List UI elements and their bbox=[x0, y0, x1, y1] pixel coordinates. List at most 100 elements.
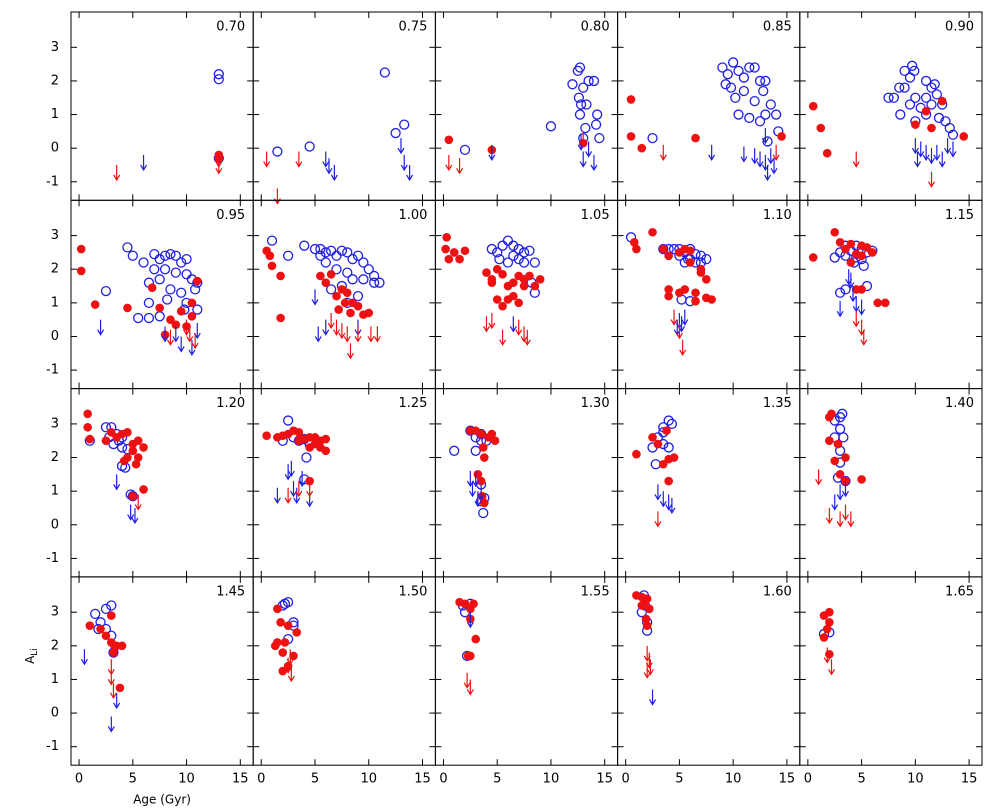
upper-limit-arrow bbox=[482, 316, 490, 333]
upper-limit-arrow bbox=[306, 481, 314, 498]
filled-point bbox=[171, 320, 181, 330]
upper-limit-arrow bbox=[585, 141, 593, 158]
filled-point bbox=[632, 449, 641, 459]
filled-point bbox=[487, 278, 497, 287]
panel-label: 1.35 bbox=[763, 396, 792, 411]
upper-limit-arrow bbox=[161, 326, 169, 343]
panel-label: 0.85 bbox=[763, 20, 792, 35]
upper-limit-arrow bbox=[354, 326, 362, 343]
filled-point bbox=[841, 453, 850, 462]
filled-point bbox=[626, 132, 636, 141]
open-point bbox=[190, 284, 201, 295]
filled-point bbox=[514, 298, 524, 308]
upper-limit-arrow bbox=[183, 319, 191, 336]
filled-point bbox=[846, 239, 856, 249]
upper-limit-arrow bbox=[659, 491, 667, 508]
filled-point bbox=[825, 617, 834, 627]
y-tick-label: -1 bbox=[46, 551, 59, 566]
upper-limit-arrow bbox=[836, 301, 844, 318]
open-point bbox=[272, 146, 283, 157]
open-point bbox=[352, 250, 364, 261]
upper-limit-arrow bbox=[770, 158, 778, 175]
upper-limit-arrow bbox=[322, 319, 330, 336]
x-tick-label: 5 bbox=[311, 772, 319, 787]
upper-limit-arrow bbox=[295, 151, 303, 168]
open-point bbox=[165, 248, 176, 260]
y-axis-label-sub: Li bbox=[30, 648, 40, 656]
filled-point bbox=[808, 101, 818, 111]
filled-point bbox=[441, 244, 450, 254]
upper-limit-arrow bbox=[858, 299, 866, 316]
open-point bbox=[754, 116, 766, 127]
open-point bbox=[545, 121, 557, 132]
filled-point bbox=[85, 434, 95, 444]
filled-point bbox=[626, 95, 636, 104]
open-point bbox=[181, 269, 192, 280]
upper-limit-arrow bbox=[456, 158, 464, 175]
upper-limit-arrow bbox=[488, 144, 496, 161]
filled-point bbox=[509, 278, 518, 287]
x-tick-label: 10 bbox=[543, 772, 560, 787]
open-point bbox=[663, 442, 674, 453]
filled-point bbox=[278, 666, 288, 676]
open-point bbox=[165, 284, 176, 295]
y-tick-label: 1 bbox=[51, 295, 59, 310]
upper-limit-arrow bbox=[681, 309, 689, 326]
y-tick-label: 0 bbox=[51, 517, 59, 532]
filled-point bbox=[691, 296, 700, 306]
upper-limit-arrow bbox=[373, 326, 381, 343]
open-point bbox=[459, 144, 471, 156]
open-point bbox=[738, 85, 750, 97]
open-point bbox=[170, 267, 181, 278]
filled-point bbox=[326, 269, 336, 279]
filled-point bbox=[276, 271, 285, 281]
panel-frame bbox=[70, 199, 254, 390]
y-tick-label: 1 bbox=[51, 107, 59, 122]
filled-point bbox=[833, 439, 843, 449]
filled-point bbox=[187, 312, 197, 321]
upper-limit-arrow bbox=[849, 286, 857, 303]
y-tick-label: 2 bbox=[51, 638, 59, 653]
panel-frame bbox=[799, 576, 983, 766]
upper-limit-arrow bbox=[579, 151, 587, 168]
open-point bbox=[650, 459, 661, 470]
filled-point bbox=[117, 641, 127, 651]
upper-limit-arrow bbox=[827, 659, 836, 676]
filled-point bbox=[664, 285, 673, 294]
filled-point bbox=[449, 248, 459, 257]
upper-limit-arrow bbox=[338, 323, 346, 340]
open-point bbox=[931, 89, 943, 100]
upper-limit-arrow bbox=[177, 336, 185, 353]
filled-point bbox=[294, 428, 304, 437]
y-axis-label-main: A bbox=[23, 655, 37, 664]
open-point bbox=[374, 277, 385, 288]
open-point bbox=[906, 60, 918, 71]
open-point bbox=[658, 243, 669, 255]
open-point bbox=[904, 99, 916, 110]
filled-point bbox=[658, 459, 668, 469]
open-point bbox=[492, 247, 503, 258]
open-point bbox=[926, 99, 937, 110]
y-tick-label: 3 bbox=[51, 605, 59, 620]
filled-point bbox=[648, 227, 657, 237]
upper-limit-arrow bbox=[295, 481, 303, 498]
open-point bbox=[154, 274, 165, 285]
upper-limit-arrow bbox=[949, 141, 957, 158]
open-point bbox=[749, 62, 760, 73]
open-point bbox=[192, 304, 203, 315]
filled-point bbox=[193, 276, 202, 286]
upper-limit-arrow bbox=[515, 319, 523, 336]
y-tick-label: 1 bbox=[51, 484, 59, 499]
open-point bbox=[331, 250, 342, 261]
x-tick-label: 5 bbox=[129, 772, 137, 787]
upper-limit-arrow bbox=[346, 343, 354, 360]
panel-frame bbox=[617, 388, 801, 578]
filled-point bbox=[825, 649, 834, 659]
open-point bbox=[331, 264, 342, 275]
filled-point bbox=[640, 597, 650, 607]
open-point bbox=[760, 75, 771, 87]
filled-point bbox=[880, 298, 890, 308]
upper-limit-arrow bbox=[654, 484, 662, 501]
open-point bbox=[573, 92, 585, 103]
